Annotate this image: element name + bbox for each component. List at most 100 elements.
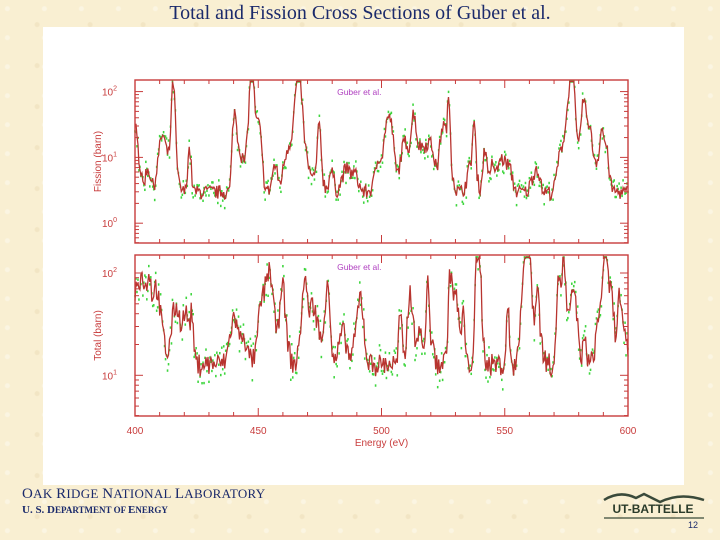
data-point-green: [443, 118, 446, 122]
data-point-green: [364, 338, 367, 342]
data-point-green: [312, 168, 315, 172]
data-point-green: [282, 264, 284, 268]
data-point-green: [237, 315, 240, 318]
data-point-green: [428, 134, 430, 137]
data-point-green: [137, 278, 139, 281]
data-point-green: [267, 294, 269, 297]
data-point-green: [407, 152, 409, 156]
x-tick-label: 550: [496, 426, 513, 437]
data-point-green: [361, 325, 364, 329]
data-point-green: [498, 365, 500, 369]
data-point-green: [504, 153, 507, 156]
data-point-green: [289, 335, 291, 338]
data-point-green: [304, 268, 307, 271]
data-point-green: [274, 172, 276, 175]
data-point-green: [148, 264, 150, 268]
data-point-green: [567, 316, 569, 320]
data-point-green: [501, 388, 504, 391]
footer-org-word: ATIONAL: [113, 486, 175, 501]
data-point-green: [462, 299, 465, 303]
data-point-green: [194, 194, 196, 197]
data-point-green: [244, 357, 247, 361]
data-point-green: [159, 293, 162, 296]
data-point-green: [222, 345, 225, 348]
data-point-green: [368, 195, 371, 198]
data-point-green: [302, 297, 305, 301]
data-point-green: [336, 365, 338, 368]
data-point-green: [205, 348, 207, 351]
footer-dept-part: NERGY: [135, 505, 168, 515]
data-point-green: [371, 189, 374, 192]
data-point-green: [203, 381, 205, 385]
data-point-green: [530, 171, 533, 174]
data-point-green: [136, 290, 138, 294]
data-point-green: [422, 339, 424, 343]
data-point-green: [462, 202, 465, 205]
data-point-green: [376, 169, 379, 173]
data-point-green: [171, 298, 174, 302]
data-point-green: [156, 306, 159, 309]
data-point-green: [518, 179, 521, 183]
data-point-green: [153, 198, 156, 202]
data-point-green: [487, 380, 489, 383]
data-point-green: [359, 303, 362, 306]
data-point-green: [160, 139, 163, 142]
data-point-green: [581, 337, 584, 340]
data-point-green: [408, 154, 410, 158]
footer-org-initial: R: [56, 486, 67, 502]
data-point-green: [415, 138, 417, 141]
data-point-green: [442, 117, 445, 121]
data-point-green: [218, 363, 220, 366]
data-point-green: [626, 332, 628, 335]
data-point-green: [373, 357, 376, 360]
data-point-green: [362, 201, 365, 204]
data-point-green: [568, 101, 570, 104]
data-point-green: [170, 342, 173, 345]
data-point-green: [304, 148, 307, 152]
data-point-green: [144, 274, 146, 277]
data-point-green: [351, 176, 353, 179]
data-point-green: [524, 181, 527, 185]
data-point-green: [369, 362, 372, 365]
data-point-green: [324, 195, 327, 198]
data-point-green: [393, 349, 396, 352]
data-point-green: [494, 163, 496, 167]
data-point-green: [277, 309, 279, 312]
data-point-green: [353, 322, 355, 325]
data-point-green: [213, 191, 215, 195]
data-point-green: [168, 156, 171, 159]
data-point-green: [533, 339, 536, 342]
data-point-green: [501, 170, 504, 173]
data-point-green: [395, 170, 398, 173]
data-point-green: [214, 353, 216, 357]
data-point-green: [138, 298, 140, 301]
data-point-green: [307, 176, 310, 180]
data-point-green: [464, 355, 467, 358]
data-point-green: [536, 175, 539, 178]
data-point-green: [199, 375, 201, 378]
data-point-green: [232, 318, 235, 322]
data-point-green: [211, 181, 213, 184]
data-point-green: [624, 321, 626, 324]
data-point-green: [191, 192, 193, 195]
data-point-green: [218, 351, 221, 355]
data-point-green: [312, 320, 315, 323]
data-point-green: [552, 361, 554, 364]
data-point-green: [539, 181, 542, 184]
data-point-green: [316, 304, 319, 308]
data-point-green: [489, 375, 491, 379]
data-point-green: [143, 281, 145, 284]
data-point-green: [263, 191, 265, 194]
data-point-green: [419, 138, 421, 141]
data-point-green: [239, 165, 242, 168]
y-tick-label: 102: [102, 86, 117, 99]
data-point-green: [315, 170, 318, 174]
data-point-green: [515, 364, 518, 367]
data-point-green: [438, 379, 441, 382]
data-point-green: [156, 152, 159, 156]
data-point-green: [221, 199, 224, 202]
data-point-green: [469, 160, 472, 163]
data-point-green: [366, 199, 369, 203]
data-point-green: [326, 191, 329, 194]
data-point-green: [568, 311, 570, 314]
